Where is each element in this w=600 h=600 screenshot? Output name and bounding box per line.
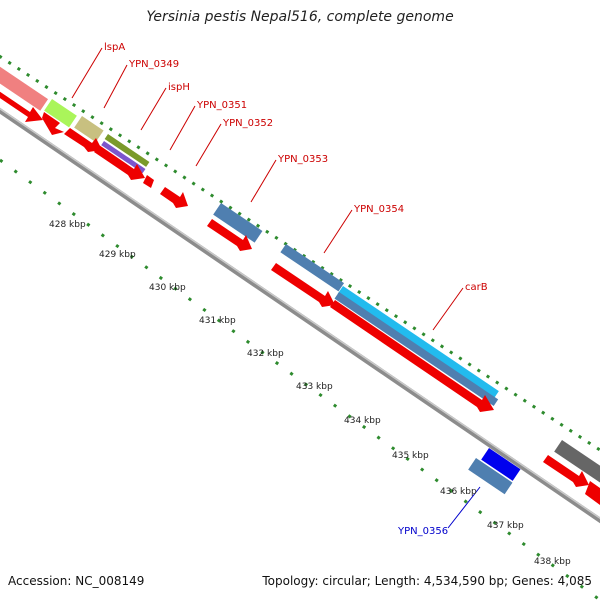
gene-block-lspA-upstream[interactable] — [0, 60, 49, 111]
leader-ypn0351 — [169, 105, 196, 151]
cds-arrow[interactable] — [94, 145, 145, 180]
scale-label: 432 kbp — [247, 349, 284, 359]
gene-block-ypn0351[interactable] — [101, 141, 146, 174]
genome-backbone — [0, 107, 600, 524]
gene-block-downstream[interactable] — [554, 439, 600, 486]
map-title: Yersinia pestis Nepal516, complete genom… — [146, 9, 454, 25]
scale-label: 430 kbp — [149, 283, 186, 293]
leader-lspA — [71, 47, 103, 99]
cds-arrow[interactable] — [160, 187, 188, 208]
scale-label: 428 kbp — [49, 220, 86, 230]
gene-labels: lspA YPN_0349 ispH YPN_0351 YPN_0352 YPN… — [104, 42, 488, 537]
scale-label: 433 kbp — [296, 382, 333, 392]
leader-ypn0349 — [103, 64, 128, 109]
cds-arrows — [0, 85, 600, 505]
gene-block-ypn0356[interactable] — [468, 458, 513, 495]
cds-arrow[interactable] — [585, 481, 600, 505]
gene-block-ypn0357[interactable] — [481, 448, 521, 481]
scale-label: 436 kbp — [440, 487, 477, 497]
gene-label-ypn0356[interactable]: YPN_0356 — [397, 526, 448, 537]
gene-block-lspA[interactable] — [44, 99, 77, 128]
cds-arrow[interactable] — [143, 175, 154, 188]
leader-ypn0354 — [323, 209, 353, 254]
leader-carB — [432, 287, 464, 331]
leader-ypn0353 — [250, 159, 277, 203]
gene-block-carB[interactable] — [337, 285, 499, 400]
cds-arrow[interactable] — [543, 455, 589, 487]
scale-labels: 428 kbp 429 kbp 430 kbp 431 kbp 432 kbp … — [49, 220, 571, 567]
gene-label-ypn0352[interactable]: YPN_0352 — [222, 118, 273, 129]
gene-label-ypn0353[interactable]: YPN_0353 — [277, 154, 328, 165]
gene-block-ypn0354[interactable] — [280, 244, 345, 292]
gene-block-ypn0349[interactable] — [74, 116, 104, 143]
scale-label: 437 kbp — [487, 521, 524, 531]
scale-label: 438 kbp — [534, 557, 571, 567]
scale-label: 435 kbp — [392, 451, 429, 461]
feature-band — [0, 60, 600, 495]
gene-label-ypn0349[interactable]: YPN_0349 — [128, 59, 179, 70]
leader-ypn0356 — [447, 486, 481, 529]
gene-label-ypn0354[interactable]: YPN_0354 — [353, 204, 404, 215]
topology-text: Topology: circular; Length: 4,534,590 bp… — [262, 574, 592, 588]
genome-backbone-highlight — [0, 107, 600, 520]
scale-label: 434 kbp — [344, 416, 381, 426]
leader-ispH — [140, 87, 167, 131]
cds-arrow[interactable] — [0, 85, 43, 122]
gene-block-ispH[interactable] — [104, 134, 150, 167]
cds-arrow[interactable] — [330, 300, 494, 412]
scale-label: 429 kbp — [99, 250, 136, 260]
gene-block-carB-lower[interactable] — [334, 291, 499, 406]
gene-label-carB[interactable]: carB — [465, 282, 488, 293]
gene-label-lspA[interactable]: lspA — [104, 42, 125, 53]
cds-arrow[interactable] — [64, 128, 102, 152]
outer-tick-ring — [0, 54, 600, 452]
inner-tick-ring — [0, 158, 600, 600]
gene-label-ypn0351[interactable]: YPN_0351 — [196, 100, 247, 111]
scale-label: 431 kbp — [199, 316, 236, 326]
cds-arrow[interactable] — [271, 263, 335, 307]
cds-arrow[interactable] — [42, 112, 64, 135]
gene-block-ypn0353[interactable] — [213, 203, 263, 243]
leader-ypn0352 — [195, 123, 222, 167]
gene-label-ispH[interactable]: ispH — [168, 82, 190, 93]
accession-text: Accession: NC_008149 — [8, 574, 145, 588]
cds-arrow[interactable] — [207, 219, 252, 251]
label-leaders — [71, 47, 481, 529]
